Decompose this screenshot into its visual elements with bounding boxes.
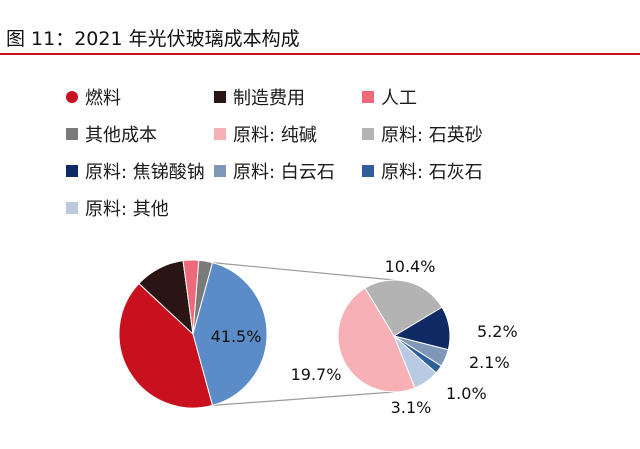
slice-quartz-sand [364,279,443,337]
legend-label: 原料: 石英砂 [381,125,483,146]
connector-line-top [212,262,395,281]
legend-swatch [214,165,226,177]
data-label-sodium-antimonate: 5.2% [477,322,518,341]
data-labels: 41.5% 19.7% 10.4% 5.2% 2.1% 1.0% 3.1% [211,257,518,417]
data-label-raw-materials: 41.5% [211,327,262,346]
legend-label: 燃料 [85,88,121,109]
legend-item: 原料: 纯碱 [214,121,317,147]
legend-label: 其他成本 [85,125,157,146]
connector-line-bottom [212,391,395,406]
data-label-limestone: 1.0% [446,384,487,403]
legend-label: 制造费用 [233,88,305,109]
legend-label: 原料: 纯碱 [233,125,317,146]
legend-swatch [362,128,374,140]
chart-legend: 燃料 制造费用 人工 其他成本 原料: 纯碱 原料: 石英砂 原料: 焦锑酸钠 … [66,84,626,224]
legend-item: 原料: 其他 [66,195,169,221]
legend-swatch [66,91,78,103]
legend-swatch [66,202,78,214]
data-label-quartz-sand: 10.4% [385,257,436,276]
legend-item: 制造费用 [214,84,305,110]
legend-swatch [214,128,226,140]
legend-swatch [66,128,78,140]
slice-other-raw [393,335,437,389]
secondary-pie [337,279,451,393]
legend-label: 原料: 其他 [85,199,169,220]
legend-item: 原料: 焦锑酸钠 [66,158,205,184]
legend-item: 原料: 石英砂 [362,121,483,147]
main-pie [118,259,268,409]
legend-swatch [362,165,374,177]
legend-item: 原料: 石灰石 [362,158,483,184]
legend-item: 人工 [362,84,417,110]
legend-label: 原料: 石灰石 [381,162,483,183]
legend-label: 人工 [381,88,417,109]
legend-swatch [362,91,374,103]
slice-soda-ash [337,287,416,393]
slice-raw-materials [192,262,268,406]
data-label-other-raw: 3.1% [391,398,432,417]
figure-title: 图 11：2021 年光伏玻璃成本构成 [6,28,300,50]
figure-header: 图 11：2021 年光伏玻璃成本构成 [0,0,640,55]
legend-swatch [214,91,226,103]
slice-fuel [118,282,214,409]
legend-item: 燃料 [66,84,121,110]
data-label-soda-ash: 19.7% [291,365,342,384]
legend-item: 原料: 白云石 [214,158,335,184]
legend-swatch [66,165,78,177]
legend-label: 原料: 焦锑酸钠 [85,162,205,183]
title-divider [0,53,640,55]
legend-item: 其他成本 [66,121,157,147]
data-label-dolomite: 2.1% [469,353,510,372]
legend-label: 原料: 白云石 [233,162,335,183]
